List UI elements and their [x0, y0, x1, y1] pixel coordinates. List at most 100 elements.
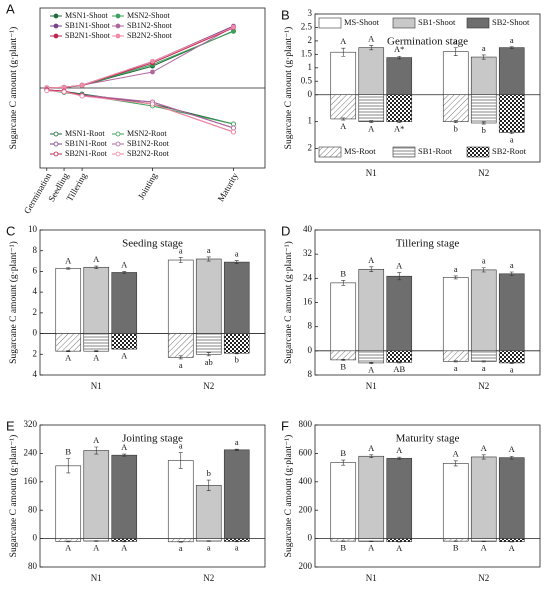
- x-tick-label: N2: [478, 381, 489, 391]
- error-bar: [122, 348, 127, 350]
- error-bar: [122, 540, 127, 543]
- plot-frame: [314, 13, 541, 163]
- panel-letter: F: [281, 418, 289, 433]
- legend-swatch: [466, 146, 490, 158]
- significance-label: A: [121, 259, 128, 269]
- error-bar: [481, 121, 486, 125]
- bar: [83, 450, 110, 539]
- y-tick-label: 80: [28, 504, 38, 514]
- error-bar: [122, 271, 127, 274]
- y-tick-label: 4: [33, 286, 38, 296]
- significance-label: a: [179, 245, 183, 255]
- bar: [55, 465, 82, 539]
- legend-label: SB2N2-Root: [127, 149, 170, 158]
- error-bar: [481, 54, 486, 60]
- significance-label: B: [453, 542, 459, 552]
- y-axis-label: Sugarcane C amount (g·plant⁻¹): [283, 241, 294, 364]
- error-bar: [94, 350, 99, 352]
- bar: [223, 333, 250, 354]
- error-bar: [369, 454, 374, 458]
- legend-label: SB1N2-Root: [127, 139, 170, 148]
- y-tick-label: 200: [299, 561, 313, 571]
- y-tick-label: 16: [303, 297, 313, 307]
- y-tick-label: 40: [303, 224, 313, 234]
- bar: [498, 47, 525, 96]
- significance-label: a: [179, 543, 183, 553]
- point: [150, 69, 155, 75]
- error-bar: [509, 130, 514, 135]
- y-tick-label: 2: [308, 143, 313, 153]
- panel-title: Tillering stage: [396, 238, 460, 250]
- significance-label: B: [340, 268, 346, 278]
- legend-swatch: [392, 17, 416, 29]
- bar: [386, 275, 413, 352]
- legend-label: MSN2-Root: [127, 129, 167, 138]
- bar: [167, 259, 194, 334]
- error-bar: [369, 540, 374, 543]
- x-tick-label: N2: [203, 573, 214, 583]
- significance-label: A: [396, 261, 403, 271]
- legend-marker: [53, 131, 59, 137]
- point: [231, 129, 236, 135]
- significance-label: A: [93, 353, 100, 363]
- significance-label: A: [481, 443, 488, 453]
- bar: [111, 272, 138, 334]
- significance-label: a: [482, 363, 486, 373]
- significance-label: A: [368, 364, 375, 374]
- bar: [167, 333, 194, 358]
- significance-label: A: [65, 255, 72, 265]
- y-tick-label: 2: [308, 35, 313, 45]
- y-tick-label: 160: [24, 476, 38, 486]
- bar: [330, 462, 357, 539]
- x-tick-label: N2: [203, 381, 214, 391]
- y-tick-label: 10: [28, 224, 38, 234]
- bar: [83, 333, 110, 352]
- bar: [358, 350, 385, 364]
- point: [150, 101, 155, 107]
- error-bar: [206, 352, 211, 357]
- bar: [358, 94, 385, 122]
- y-tick-label: 1: [308, 62, 313, 72]
- panel-letter: E: [6, 418, 15, 433]
- error-bar: [341, 47, 346, 57]
- y-tick-label: 2.5: [301, 22, 313, 32]
- significance-label: A: [93, 254, 100, 264]
- bar: [470, 456, 497, 539]
- bar: [195, 258, 222, 334]
- legend-swatch: [392, 146, 416, 158]
- panel-title: Maturity stage: [396, 433, 460, 445]
- significance-label: b: [454, 124, 458, 134]
- bar: [223, 261, 250, 334]
- x-tick-label: Maturity: [216, 171, 241, 204]
- bar: [195, 333, 222, 355]
- error-bar: [453, 47, 458, 57]
- significance-label: A: [121, 442, 128, 452]
- panel-title: Seeding stage: [122, 238, 183, 250]
- series-line: [46, 89, 234, 133]
- point: [79, 82, 85, 88]
- y-tick-label: 2: [33, 348, 38, 358]
- legend-label: SB1N2-Shoot: [127, 21, 173, 30]
- y-tick-label: 200: [299, 504, 313, 514]
- bar: [470, 56, 497, 96]
- bar: [442, 277, 469, 352]
- significance-label: A*: [394, 124, 404, 134]
- legend-swatch: [466, 17, 490, 29]
- error-bar: [234, 260, 239, 264]
- error-bar: [178, 257, 183, 263]
- x-tick-label: N1: [91, 573, 102, 583]
- error-bar: [509, 271, 514, 276]
- bar: [386, 458, 413, 539]
- bar: [83, 266, 110, 334]
- y-tick-label: 0: [308, 533, 313, 543]
- panel-letter: D: [281, 223, 290, 238]
- y-tick-label: 2: [33, 307, 38, 317]
- y-axis-label: Sugarcane C amount (g·plant⁻¹): [8, 27, 19, 150]
- y-tick-label: 0.5: [301, 75, 313, 85]
- significance-label: ab: [205, 357, 213, 367]
- error-bar: [397, 55, 402, 60]
- significance-label: A: [368, 124, 375, 134]
- panel-letter: C: [6, 223, 15, 238]
- bar: [111, 333, 138, 350]
- significance-label: a: [482, 256, 486, 266]
